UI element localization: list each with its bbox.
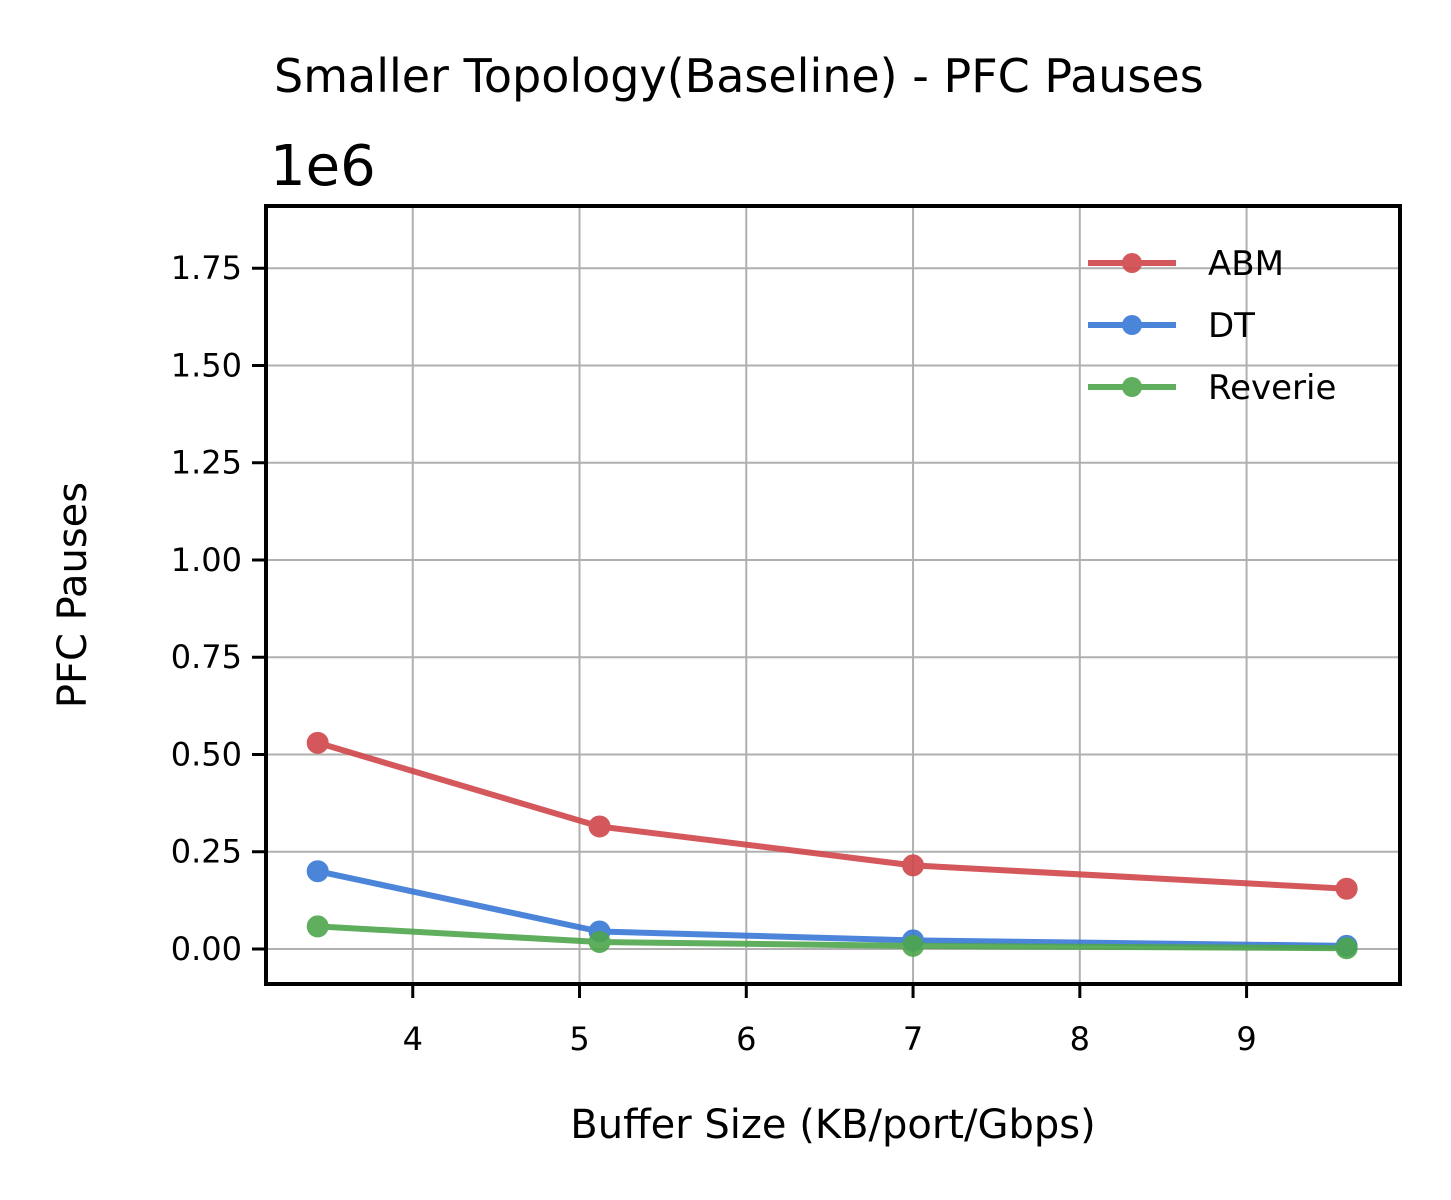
y-tick-label: 0.50 (171, 735, 242, 773)
data-point-abm (1335, 877, 1358, 900)
legend-item-dt (1088, 315, 1176, 335)
series-abm (306, 731, 1358, 900)
data-point-abm (306, 731, 329, 754)
data-point-reverie (902, 934, 925, 957)
x-tick-label: 4 (403, 1020, 423, 1058)
legend-marker-reverie (1122, 377, 1142, 397)
legend-label-abm: ABM (1208, 244, 1284, 284)
grid-lines (266, 206, 1400, 984)
data-point-dt (306, 860, 329, 883)
legend-item-reverie (1088, 377, 1176, 397)
y-axis: 0.00 0.25 0.50 0.75 1.00 1.25 1.50 1.75 (171, 249, 266, 968)
x-tick-label: 5 (569, 1020, 589, 1058)
plot-frame (264, 204, 1402, 986)
y-tick-label: 1.25 (171, 444, 242, 482)
y-tick-label: 1.75 (171, 249, 242, 287)
series-line-dt (317, 868, 1347, 949)
y-tick-label: 0.25 (171, 833, 242, 871)
data-point-abm (902, 854, 925, 877)
y-tick-label: 0.75 (171, 638, 242, 676)
x-axis-label: Buffer Size (KB/port/Gbps) (570, 1102, 1095, 1148)
legend-marker-dt (1122, 315, 1142, 335)
series-line-abm (316, 739, 1347, 892)
y-tick-label: 0.00 (171, 930, 242, 968)
y-offset-label: 1e6 (270, 134, 376, 199)
data-point-reverie (588, 930, 611, 953)
y-tick-label: 1.50 (171, 346, 242, 384)
y-axis-label: PFC Pauses (50, 482, 96, 708)
chart-title: Smaller Topology(Baseline) - PFC Pauses (274, 49, 1204, 103)
data-point-abm (588, 815, 611, 838)
legend-item-abm (1088, 253, 1176, 273)
x-tick-label: 7 (903, 1020, 923, 1058)
x-axis: 4 5 6 7 8 9 (403, 984, 1257, 1058)
x-tick-label: 9 (1236, 1020, 1256, 1058)
series-dt (306, 860, 1358, 957)
series-reverie (306, 915, 1358, 960)
series-line-reverie (317, 923, 1347, 952)
legend-label-reverie: Reverie (1208, 368, 1336, 408)
legend-label-dt: DT (1208, 306, 1255, 346)
data-point-reverie (306, 915, 329, 938)
legend-marker-abm (1122, 253, 1142, 273)
series-layer (306, 731, 1358, 960)
y-tick-label: 1.00 (171, 541, 242, 579)
x-tick-label: 8 (1070, 1020, 1090, 1058)
x-tick-label: 6 (736, 1020, 756, 1058)
legend: ABM DT Reverie (1088, 244, 1336, 408)
data-point-reverie (1335, 937, 1358, 960)
